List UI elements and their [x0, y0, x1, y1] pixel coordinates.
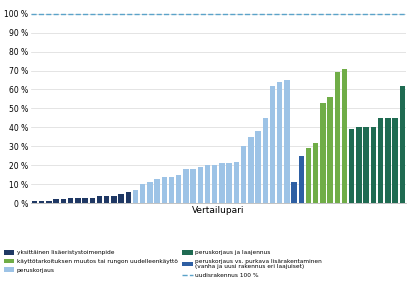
Bar [97, 196, 102, 203]
Bar [139, 184, 145, 203]
Bar [82, 197, 88, 203]
Bar [39, 201, 44, 203]
Bar [247, 137, 253, 203]
Bar [147, 182, 152, 203]
Bar [298, 156, 303, 203]
Bar [175, 175, 181, 203]
Bar [89, 197, 95, 203]
Bar [197, 167, 202, 203]
Bar [190, 169, 196, 203]
Bar [111, 196, 116, 203]
Bar [312, 143, 318, 203]
Bar [53, 199, 59, 203]
Bar [291, 182, 296, 203]
Bar [75, 197, 80, 203]
Bar [283, 80, 289, 203]
Bar [305, 148, 310, 203]
Bar [355, 127, 361, 203]
Bar [211, 165, 217, 203]
Bar [348, 129, 354, 203]
Bar [133, 190, 138, 203]
Legend: yksittäinen lisäeristystoimenpide, käyttötarkoituksen muutos tai rungon uudellee: yksittäinen lisäeristystoimenpide, käytt… [4, 250, 321, 278]
Bar [46, 201, 52, 203]
Bar [233, 162, 238, 203]
Bar [398, 86, 404, 203]
Bar [327, 97, 332, 203]
Bar [219, 163, 224, 203]
Bar [370, 127, 375, 203]
Bar [363, 127, 368, 203]
Bar [377, 118, 382, 203]
Bar [68, 197, 73, 203]
Bar [161, 177, 166, 203]
Bar [61, 199, 66, 203]
Bar [319, 103, 325, 203]
Bar [255, 131, 260, 203]
Bar [341, 69, 346, 203]
Bar [240, 146, 246, 203]
Bar [226, 163, 231, 203]
Bar [104, 196, 109, 203]
Bar [32, 201, 37, 203]
X-axis label: Vertailupari: Vertailupari [192, 206, 244, 215]
Bar [125, 192, 130, 203]
Bar [154, 179, 160, 203]
Bar [118, 194, 124, 203]
Bar [204, 165, 210, 203]
Bar [269, 86, 274, 203]
Bar [384, 118, 389, 203]
Bar [276, 82, 282, 203]
Bar [262, 118, 267, 203]
Bar [169, 177, 174, 203]
Bar [334, 72, 339, 203]
Bar [183, 169, 188, 203]
Bar [391, 118, 397, 203]
